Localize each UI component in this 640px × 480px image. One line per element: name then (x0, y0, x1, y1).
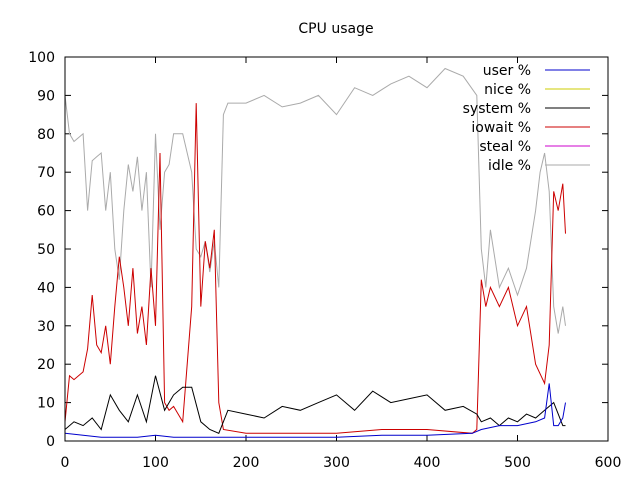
legend-label: nice % (484, 82, 531, 98)
legend-label: steal % (479, 139, 531, 155)
legend-label: idle % (488, 158, 531, 174)
y-tick-label: 0 (46, 434, 55, 450)
legend-label: system % (463, 101, 531, 117)
x-tick-label: 300 (323, 455, 350, 471)
series-line-idle (64, 67, 566, 334)
legend-label: user % (483, 63, 531, 79)
x-tick-label: 500 (504, 455, 531, 471)
y-tick-label: 50 (37, 242, 55, 258)
series-line-iowait (64, 103, 566, 434)
chart-title: CPU usage (298, 21, 373, 37)
y-tick-label: 20 (37, 357, 55, 373)
x-tick-label: 0 (61, 455, 70, 471)
y-tick-label: 100 (28, 50, 55, 66)
legend-label: iowait % (471, 120, 531, 136)
x-tick-label: 400 (414, 455, 441, 471)
y-tick-label: 60 (37, 204, 55, 220)
plot-area: 0 10 20 30 40 50 60 70 80 90 100 0 100 200 300 400 500 60… (28, 50, 621, 471)
y-tick-label: 40 (37, 280, 55, 296)
x-tick-label: 600 (595, 455, 622, 471)
y-tick-label: 80 (37, 127, 55, 143)
plot-frame (64, 56, 609, 442)
legend: user % nice % system % iowait % steal % idle … (463, 63, 590, 174)
y-tick-label: 30 (37, 319, 55, 335)
y-tick-label: 70 (37, 165, 55, 181)
series-line-user (64, 383, 566, 438)
y-tick-label: 10 (37, 396, 55, 412)
y-tick-label: 90 (37, 88, 55, 104)
series-line-system (64, 375, 566, 434)
x-tick-label: 200 (233, 455, 260, 471)
x-tick-label: 100 (142, 455, 169, 471)
